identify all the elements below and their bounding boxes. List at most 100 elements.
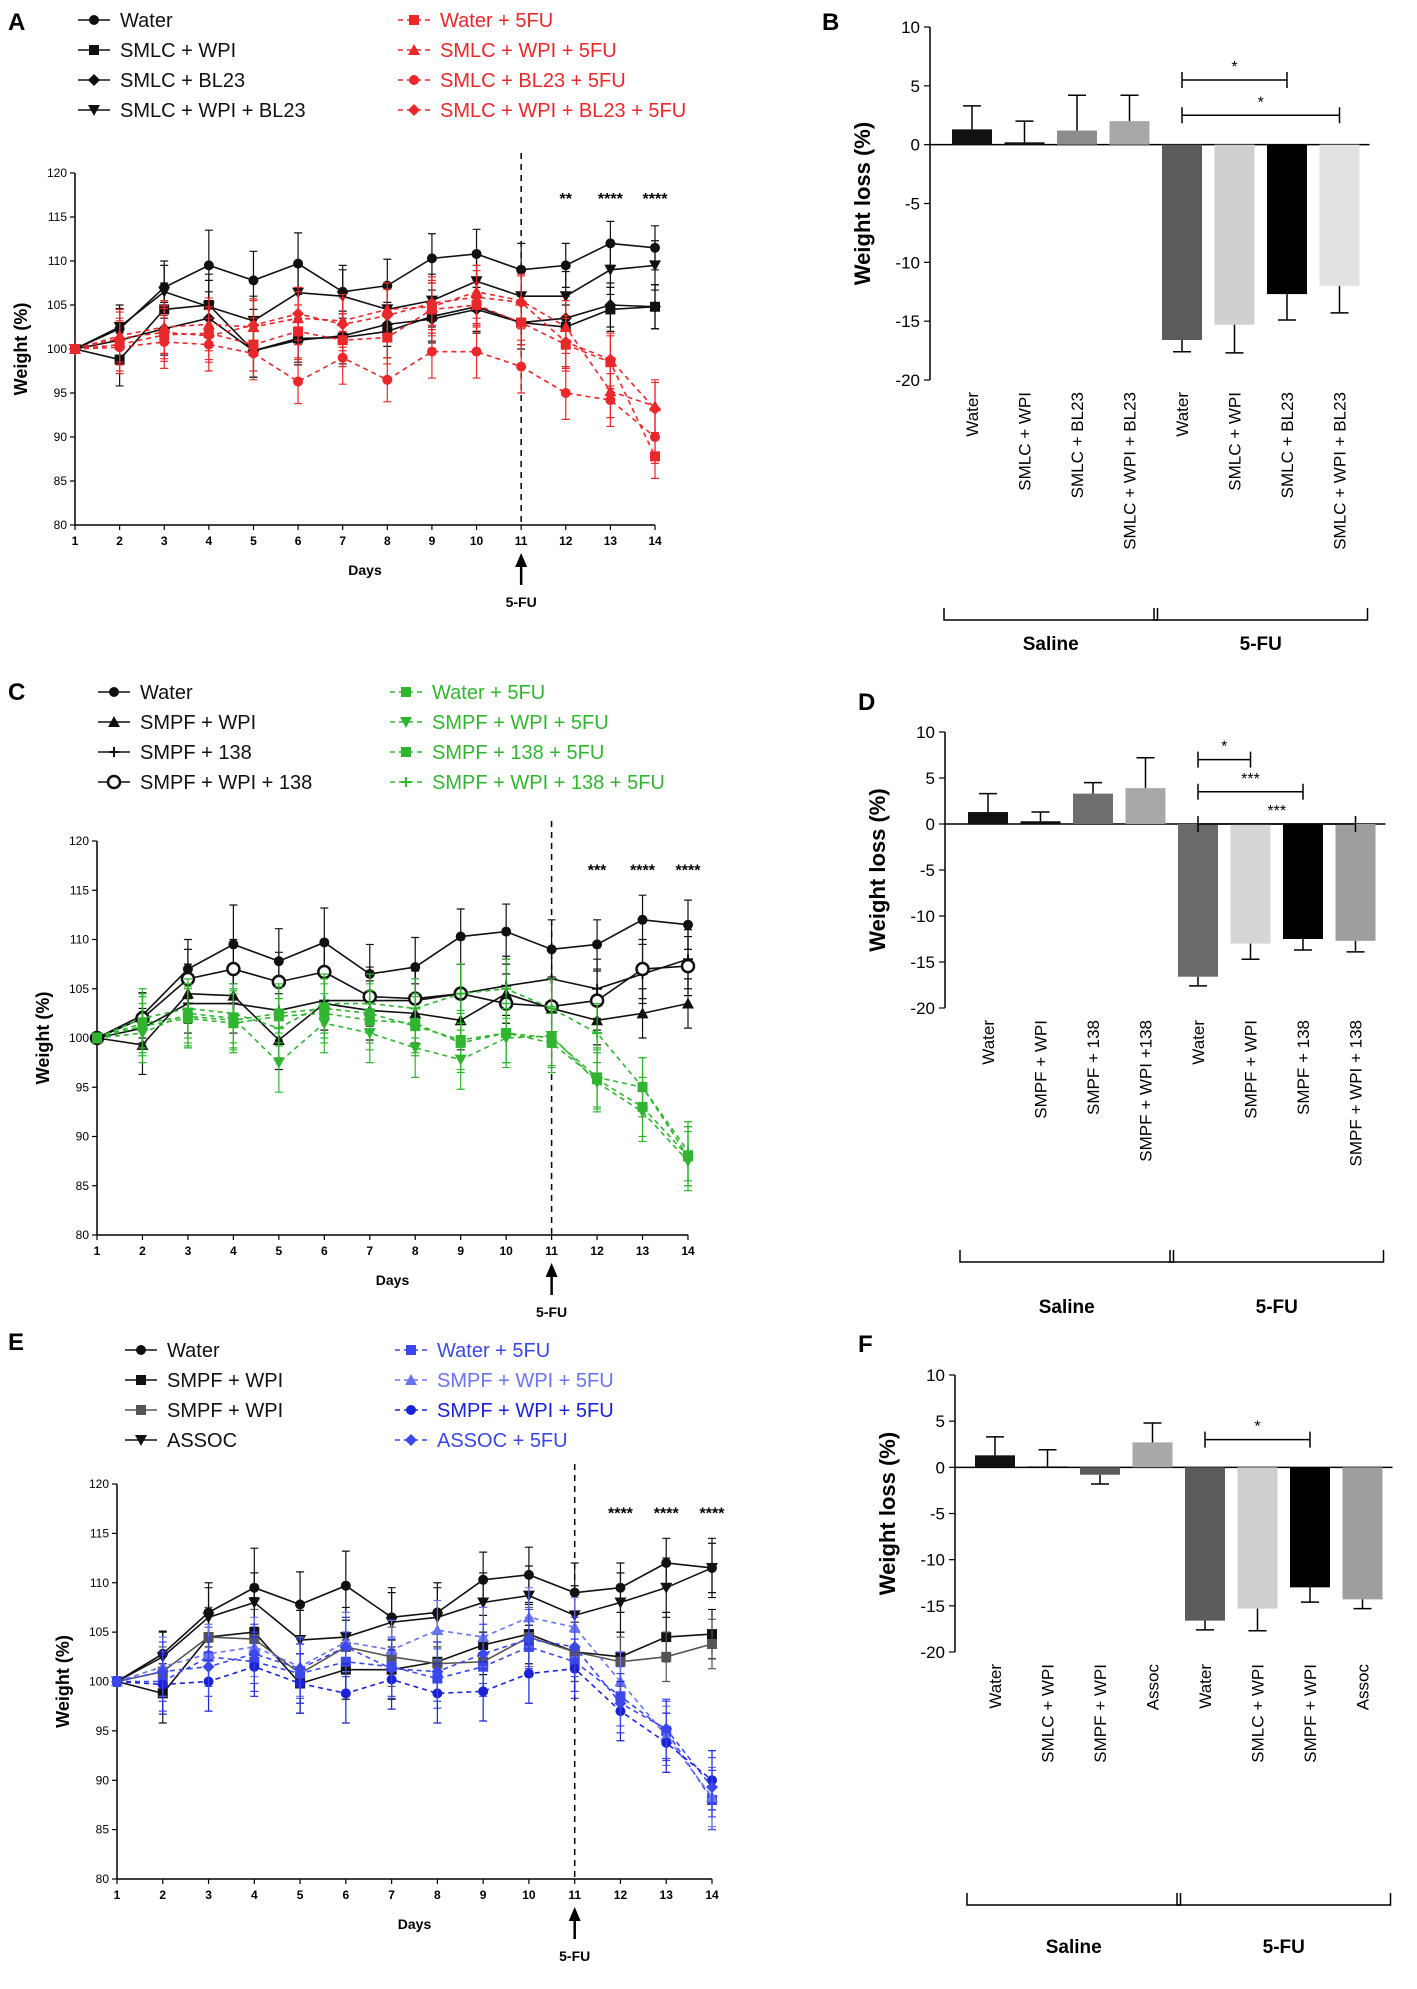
data-point — [137, 1013, 148, 1024]
y-tick-label: -15 — [910, 953, 935, 972]
data-point — [680, 958, 696, 974]
x-tick-label: 11 — [515, 534, 528, 548]
y-tick-label: 5 — [936, 1412, 945, 1431]
series-line — [96, 1012, 689, 1162]
y-tick-label: -20 — [895, 371, 920, 390]
data-point — [683, 919, 693, 930]
data-point — [660, 1582, 673, 1594]
legend-marker — [89, 15, 99, 25]
x-tick-label: 1 — [72, 534, 79, 548]
legend-marker — [409, 15, 419, 25]
data-point — [636, 1007, 649, 1019]
legend-label: SMPF + 138 + 5FU — [432, 742, 604, 764]
x-tick-label: 8 — [384, 534, 391, 548]
x-tick-label: 7 — [366, 1244, 373, 1258]
y-tick-label: 5 — [911, 77, 920, 96]
significance-bracket — [1197, 816, 1357, 832]
legend-label: Water — [120, 10, 173, 32]
y-tick-label: -5 — [920, 861, 935, 880]
bar — [1342, 1467, 1383, 1600]
series-4 — [92, 983, 693, 1187]
y-axis-label: Weight loss (%) — [850, 122, 875, 285]
y-tick-label: 100 — [47, 342, 67, 356]
legend-marker — [135, 1435, 147, 1446]
legend-label: SMPF + WPI + 5FU — [437, 1370, 614, 1392]
legend-marker — [106, 774, 122, 790]
data-point — [202, 329, 215, 342]
data-point — [560, 260, 571, 271]
legend-label: SMPF + WPI + 138 — [140, 772, 312, 794]
y-tick-label: -20 — [920, 1643, 945, 1662]
data-point — [248, 275, 259, 286]
series-line — [74, 304, 656, 457]
legend-marker — [88, 105, 100, 116]
series-line — [96, 992, 689, 1046]
y-tick-label: 120 — [69, 834, 89, 848]
y-tick-label: 100 — [89, 1675, 109, 1689]
legend-label: SMLC + WPI + 5FU — [440, 40, 617, 62]
group-label: Saline — [1046, 1937, 1102, 1958]
panel-letter-b: B — [822, 9, 839, 36]
category-label: SMLC + BL23 — [1068, 392, 1087, 498]
data-point — [592, 1028, 603, 1039]
series-line — [116, 1562, 713, 1683]
series-line — [96, 1012, 689, 1157]
y-tick-label: 95 — [76, 1080, 90, 1094]
legend-marker — [406, 1405, 416, 1415]
group-bracket — [966, 1893, 1182, 1906]
series-7 — [111, 1608, 718, 1818]
error-bar — [1330, 285, 1349, 314]
bar — [1290, 1467, 1330, 1588]
significance-label: **** — [700, 1506, 726, 1523]
category-label: SMPF + 138 — [1294, 1020, 1313, 1115]
data-point — [410, 1003, 421, 1014]
y-tick-label: 115 — [70, 883, 89, 897]
legend-label: SMPF + WPI + 5FU — [432, 712, 609, 734]
category-label: Water — [1196, 1664, 1215, 1709]
data-point — [425, 297, 438, 310]
significance-label: ** — [560, 191, 573, 208]
significance-label: *** — [588, 862, 607, 879]
series-2 — [92, 929, 693, 1049]
data-point — [478, 1686, 489, 1697]
error-bar — [1173, 339, 1191, 353]
bar — [1057, 130, 1097, 145]
group-label: 5-FU — [1256, 1297, 1298, 1318]
data-point — [592, 939, 603, 950]
significance-label: * — [1221, 739, 1227, 756]
error-bar — [1301, 1587, 1319, 1603]
category-label: SMLC + WPI — [1039, 1664, 1058, 1763]
significance-bracket — [1197, 751, 1252, 768]
data-point — [248, 348, 259, 359]
y-tick-label: 115 — [90, 1526, 109, 1540]
legend-marker — [405, 1434, 417, 1446]
data-point — [336, 318, 349, 331]
significance-label: * — [1254, 1419, 1260, 1436]
data-point — [546, 1003, 557, 1014]
legend-marker — [89, 45, 99, 55]
category-label: Water — [1189, 1020, 1208, 1065]
category-label: SMLC + WPI — [1249, 1664, 1268, 1763]
data-point — [113, 332, 126, 345]
series-line — [74, 290, 656, 407]
significance-label: **** — [608, 1506, 634, 1523]
data-point — [568, 1640, 581, 1653]
series-line — [96, 987, 689, 1152]
series-line — [116, 1665, 713, 1781]
error-bar — [979, 792, 997, 813]
error-bar — [1015, 120, 1034, 143]
data-point — [614, 1597, 627, 1609]
y-tick-label: 85 — [76, 1179, 90, 1193]
error-bar — [1091, 1474, 1109, 1485]
series-line — [116, 1638, 713, 1788]
data-point — [382, 374, 393, 385]
panel-f-bar-chart: 10 5 0 -5 -10 -15 -20 Weight loss (%) Water SMLC … — [875, 1366, 1393, 1958]
category-label: SMPF + WPI +138 — [1137, 1020, 1156, 1162]
significance-label: **** — [643, 191, 669, 208]
data-point — [248, 1647, 261, 1660]
data-point — [515, 296, 528, 309]
x-tick-label: 5 — [276, 1244, 283, 1258]
y-tick-label: -10 — [895, 253, 920, 272]
data-point — [650, 432, 660, 442]
